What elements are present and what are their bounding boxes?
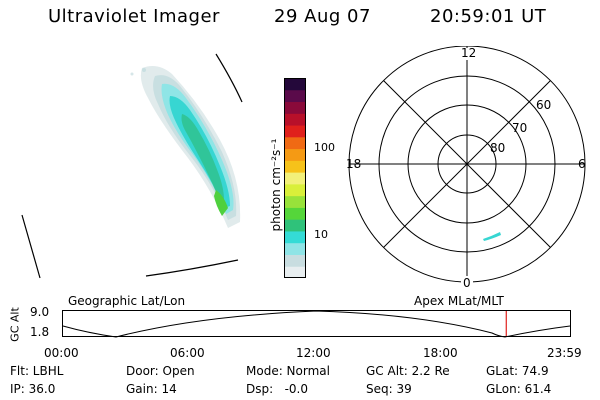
- instrument-title: Ultraviolet Imager: [48, 6, 220, 27]
- gc-alt-max: 9.0: [30, 305, 50, 319]
- colorbar-segment: [284, 183, 306, 197]
- status-door: Door: Open: [126, 364, 195, 378]
- status-ip: IP: 36.0: [10, 382, 56, 396]
- colorbar-tick-100: 100: [314, 141, 335, 154]
- colorbar-segment: [284, 230, 306, 244]
- altitude-curve: [62, 310, 571, 338]
- timeline-right-title: Apex MLat/MLT: [414, 294, 504, 308]
- colorbar-segment: [284, 207, 306, 220]
- colorbar-segment: [284, 89, 306, 103]
- geographic-image: [21, 53, 243, 279]
- lat-label-80: 80: [490, 141, 506, 155]
- lat-label-70: 70: [512, 121, 528, 135]
- status-gain: Gain: 14: [126, 382, 177, 396]
- colorbar-segment: [284, 113, 306, 126]
- mlt-label-0: 0: [463, 276, 471, 290]
- polar-mlt-plot: [348, 46, 586, 286]
- gc-alt-axis-label: GC Alt: [9, 300, 22, 350]
- colorbar-segment: [284, 101, 306, 114]
- colorbar-segment: [284, 266, 306, 278]
- time-tick-1800: 18:00: [423, 346, 458, 360]
- date-label: 29 Aug 07: [274, 6, 371, 27]
- status-glon: GLon: 61.4: [486, 382, 552, 396]
- colorbar-segment: [284, 136, 306, 150]
- time-label: 20:59:01 UT: [430, 6, 547, 27]
- colorbar-segment: [284, 125, 306, 138]
- earth-limb-lines: [21, 53, 243, 279]
- colorbar-unit-text: photon cm⁻²s⁻¹: [269, 138, 283, 232]
- time-tick-0600: 06:00: [170, 346, 205, 360]
- status-mode: Mode: Normal: [246, 364, 330, 378]
- colorbar: [284, 78, 306, 278]
- colorbar-tick-10: 10: [314, 228, 328, 241]
- mlt-label-18: 18: [346, 157, 362, 171]
- status-dsp: Dsp: -0.0: [246, 382, 309, 396]
- colorbar-segment: [284, 160, 306, 173]
- time-tick-0000: 00:00: [44, 346, 79, 360]
- mlt-label-6: 6: [578, 157, 586, 171]
- colorbar-segment: [284, 219, 306, 232]
- time-tick-1200: 12:00: [296, 346, 331, 360]
- colorbar-segment: [284, 254, 306, 267]
- colorbar-segment: [284, 78, 306, 91]
- gc-alt-axis-text: GC Alt: [8, 307, 22, 342]
- status-glat: GLat: 74.9: [486, 364, 549, 378]
- colorbar-segment: [284, 172, 306, 185]
- timeline-left-title: Geographic Lat/Lon: [68, 294, 186, 308]
- polar-aurora-spot: [483, 232, 501, 241]
- time-tick-2359: 23:59: [547, 346, 582, 360]
- status-gc-alt: GC Alt: 2.2 Re: [366, 364, 450, 378]
- colorbar-segment: [284, 242, 306, 255]
- status-filter: Flt: LBHL: [10, 364, 64, 378]
- aurora-emission: [130, 66, 241, 228]
- mlt-label-12: 12: [461, 46, 477, 60]
- mlt-diag-2: [383, 80, 551, 248]
- lat-label-60: 60: [536, 98, 552, 112]
- altitude-timeline: [62, 310, 571, 338]
- status-seq: Seq: 39: [366, 382, 412, 396]
- colorbar-segment: [284, 195, 306, 208]
- gc-alt-min: 1.8: [30, 325, 50, 339]
- colorbar-segment: [284, 148, 306, 161]
- colorbar-unit-label: photon cm⁻²s⁻¹: [269, 115, 283, 255]
